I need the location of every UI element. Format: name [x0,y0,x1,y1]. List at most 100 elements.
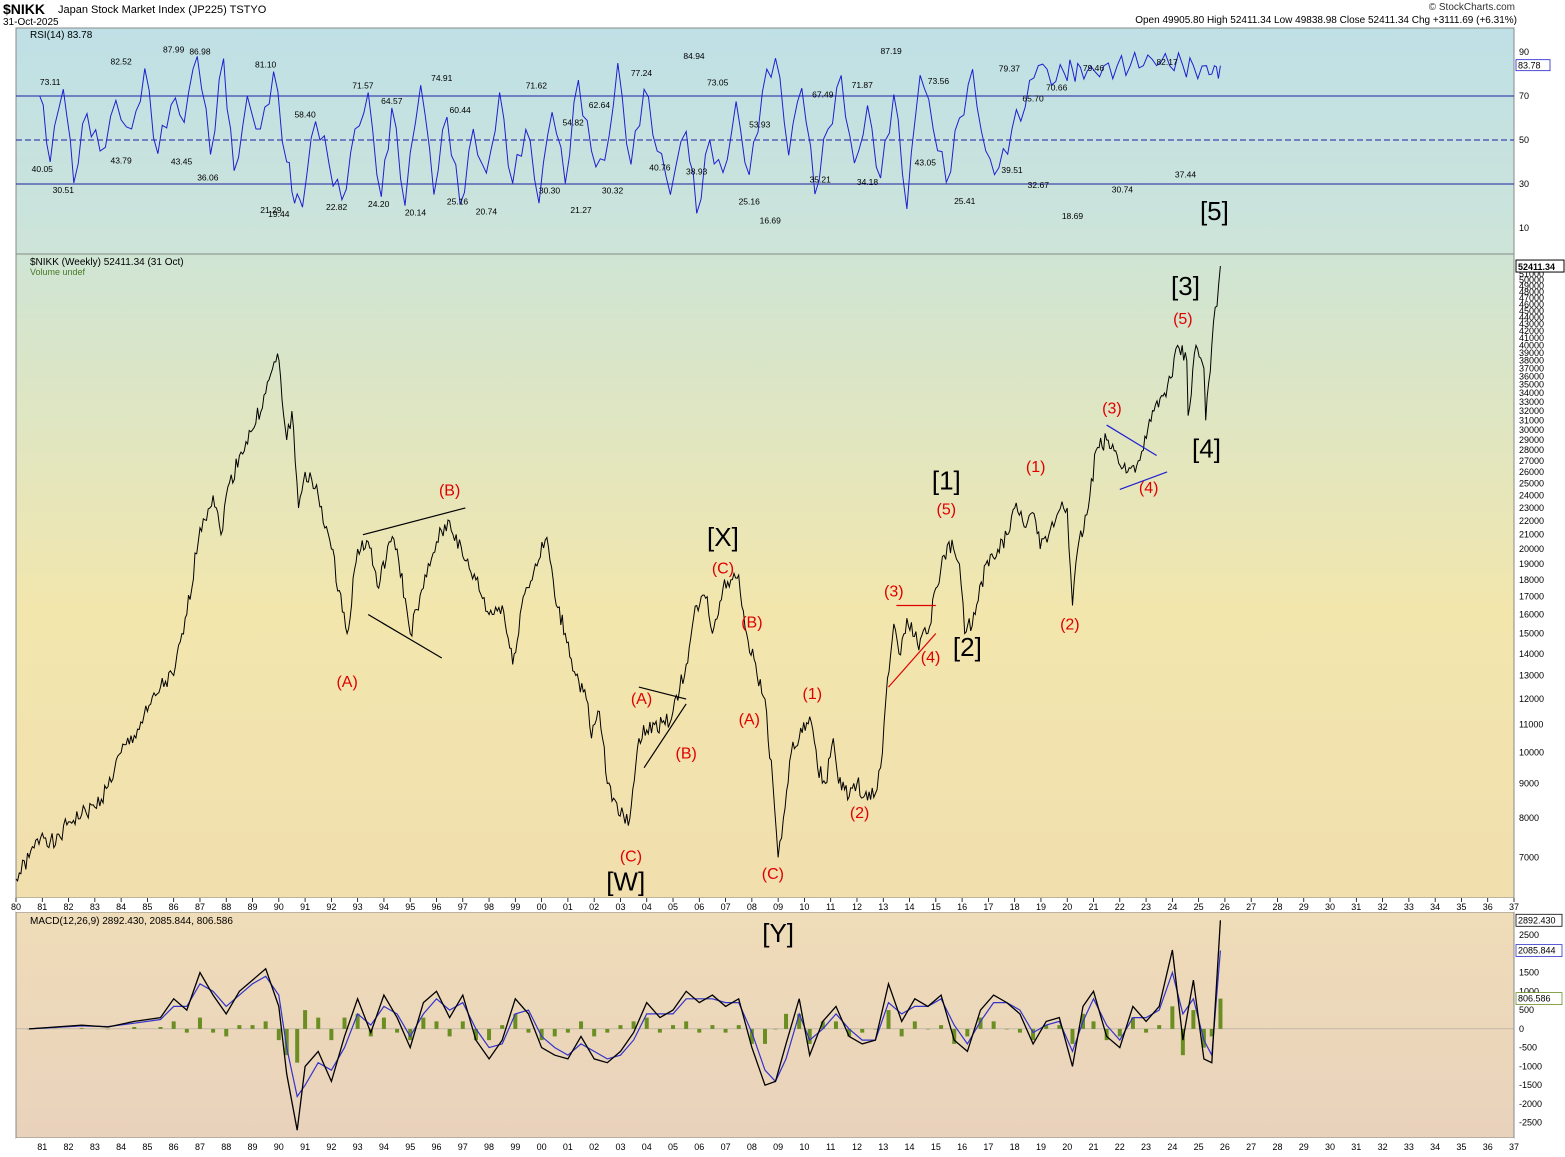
macd-x-tick-label: 03 [615,1142,625,1152]
x-tick-label: 88 [221,902,231,912]
macd-histogram-bar [1157,1025,1162,1029]
wave-label: (3) [884,584,904,601]
macd-last-value-box [1515,913,1563,927]
macd-y-tick: -2000 [1519,1099,1542,1109]
price-y-tick: 48000 [1519,287,1544,297]
macd-x-tick-label: 20 [1062,1142,1072,1152]
wave-label: (3) [1102,401,1122,418]
rsi-value-label: 71.57 [352,81,374,91]
macd-histogram-bar [773,1028,778,1030]
macd-x-tick-label: 09 [773,1142,783,1152]
macd-x-tick-label: 83 [90,1142,100,1152]
wave-label: (1) [1026,459,1046,476]
x-tick-label: 22 [1115,902,1125,912]
price-y-tick: 28000 [1519,445,1544,455]
price-group [15,265,1221,882]
macd-x-tick-label: 35 [1456,1142,1466,1152]
rsi-value-label: 24.20 [368,199,390,209]
x-tick-label: 28 [1272,902,1282,912]
macd-histogram-bar [434,1021,439,1029]
rsi-value-label: 58.40 [294,110,316,120]
macd-histogram-bar [1070,1028,1075,1044]
rsi-value-label: 30.32 [602,185,624,195]
x-tick-label: 90 [274,902,284,912]
rsi-value-label: 74.91 [431,73,453,83]
trendline-lower-2004 [643,703,687,768]
macd-x-tick-label: 22 [1115,1142,1125,1152]
macd-histogram-bar [1218,998,1223,1029]
price-y-tick: 23000 [1519,503,1544,513]
macd-histogram-bar [763,1028,767,1044]
axes-group: 103050709083.787000800090001000011000120… [11,47,1565,1152]
rsi-value-label: 71.87 [852,80,874,90]
rsi-y-tick: 30 [1519,179,1529,189]
x-tick-label: 10 [799,902,809,912]
x-tick-label: 83 [90,902,100,912]
price-y-tick: 16000 [1519,610,1544,620]
macd-histogram-bar [618,1025,623,1029]
rsi-value-label: 82.17 [1156,57,1178,67]
macd-y-tick: 500 [1519,1005,1534,1015]
price-y-tick: 34000 [1519,388,1544,398]
rsi-value-label: 30.30 [539,185,561,195]
x-tick-label: 13 [878,902,888,912]
x-tick-label: 30 [1325,902,1335,912]
rsi-value-label: 20.74 [476,206,498,216]
macd-x-tick-label: 33 [1404,1142,1414,1152]
x-tick-label: 91 [300,902,310,912]
rsi-value-label: 30.74 [1112,184,1134,194]
rsi-value-label: 34.18 [857,177,879,187]
price-y-tick: 7000 [1519,852,1539,862]
price-y-tick: 36000 [1519,371,1544,381]
x-tick-label: 37 [1509,902,1519,912]
macd-x-tick-label: 93 [353,1142,363,1152]
wave-label: (1) [803,686,823,703]
stockcharts-logo: © StockCharts.com [1428,2,1515,13]
rsi-value-label: 67.49 [812,90,834,100]
macd-x-tick-label: 21 [1089,1142,1099,1152]
price-y-tick: 22000 [1519,516,1544,526]
price-y-tick: 42000 [1519,326,1544,336]
volume-note: Volume undef [30,267,86,277]
macd-x-tick-label: 95 [405,1142,415,1152]
rsi-line [39,50,1221,214]
rsi-y-tick: 90 [1519,47,1529,57]
rsi-last-box [1515,59,1551,72]
trendline-upper-2004 [638,686,687,700]
price-y-tick: 40000 [1519,340,1544,350]
macd-x-tick-label: 16 [957,1142,967,1152]
wave-label: (C) [762,866,784,883]
wave-label: (5) [1173,311,1193,328]
macd-x-tick-label: 24 [1167,1142,1177,1152]
wave-label-y: [Y] [762,918,794,948]
rsi-value-label: 43.79 [110,156,132,166]
macd-x-tick-label: 05 [668,1142,678,1152]
macd-x-tick-label: 23 [1141,1142,1151,1152]
rsi-value-label: 73.05 [707,77,729,87]
macd-x-tick-label: 92 [326,1142,336,1152]
rsi-value-label: 32.67 [1028,180,1050,190]
x-axis-strip [16,898,1514,912]
x-tick-label: 33 [1404,902,1414,912]
wave-label: (C) [620,849,642,866]
macd-x-tick-label: 86 [169,1142,179,1152]
macd-x-tick-label: 94 [379,1142,389,1152]
histogram-last-value: 806.586 [1518,994,1551,1004]
macd-histogram-bar [184,1028,189,1033]
symbol-title: $NIKK [3,1,46,17]
price-y-tick: 46000 [1519,299,1544,309]
macd-histogram-bar [1091,1021,1096,1029]
rsi-value-label: 77.24 [631,68,653,78]
wave-label: (B) [741,615,762,632]
macd-histogram-bar [526,1028,531,1033]
x-tick-label: 80 [11,902,21,912]
rsi-value-label: 87.99 [163,44,185,54]
x-tick-label: 15 [931,902,941,912]
macd-histogram-bar [899,1028,904,1037]
macd-x-tick-label: 28 [1272,1142,1282,1152]
rsi-value-label: 73.56 [928,76,950,86]
macd-histogram-bar [250,1025,255,1029]
wave-label: (2) [1060,617,1080,634]
rsi-value-label: 25.41 [954,196,976,206]
macd-histogram-bar [820,1021,825,1029]
